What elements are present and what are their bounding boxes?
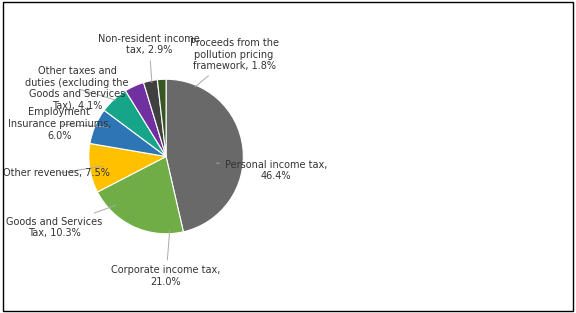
Text: Proceeds from the
pollution pricing
framework, 1.8%: Proceeds from the pollution pricing fram…	[190, 38, 279, 87]
Text: Other revenues, 7.5%: Other revenues, 7.5%	[3, 166, 110, 178]
Wedge shape	[143, 80, 166, 156]
Wedge shape	[157, 79, 166, 156]
Wedge shape	[104, 91, 166, 156]
Wedge shape	[126, 83, 166, 156]
Wedge shape	[97, 156, 183, 234]
Wedge shape	[89, 143, 166, 192]
Wedge shape	[166, 79, 243, 232]
Text: Employment
Insurance premiums,
6.0%: Employment Insurance premiums, 6.0%	[7, 107, 111, 141]
Text: Non-resident income
tax, 2.9%: Non-resident income tax, 2.9%	[98, 34, 200, 83]
Text: Other taxes and
duties (excluding the
Goods and Services
Tax), 4.1%: Other taxes and duties (excluding the Go…	[25, 66, 129, 111]
Text: Corporate income tax,
21.0%: Corporate income tax, 21.0%	[111, 230, 221, 287]
Text: Goods and Services
Tax, 10.3%: Goods and Services Tax, 10.3%	[6, 205, 116, 239]
Text: Personal income tax,
46.4%: Personal income tax, 46.4%	[217, 160, 327, 181]
Wedge shape	[90, 110, 166, 156]
